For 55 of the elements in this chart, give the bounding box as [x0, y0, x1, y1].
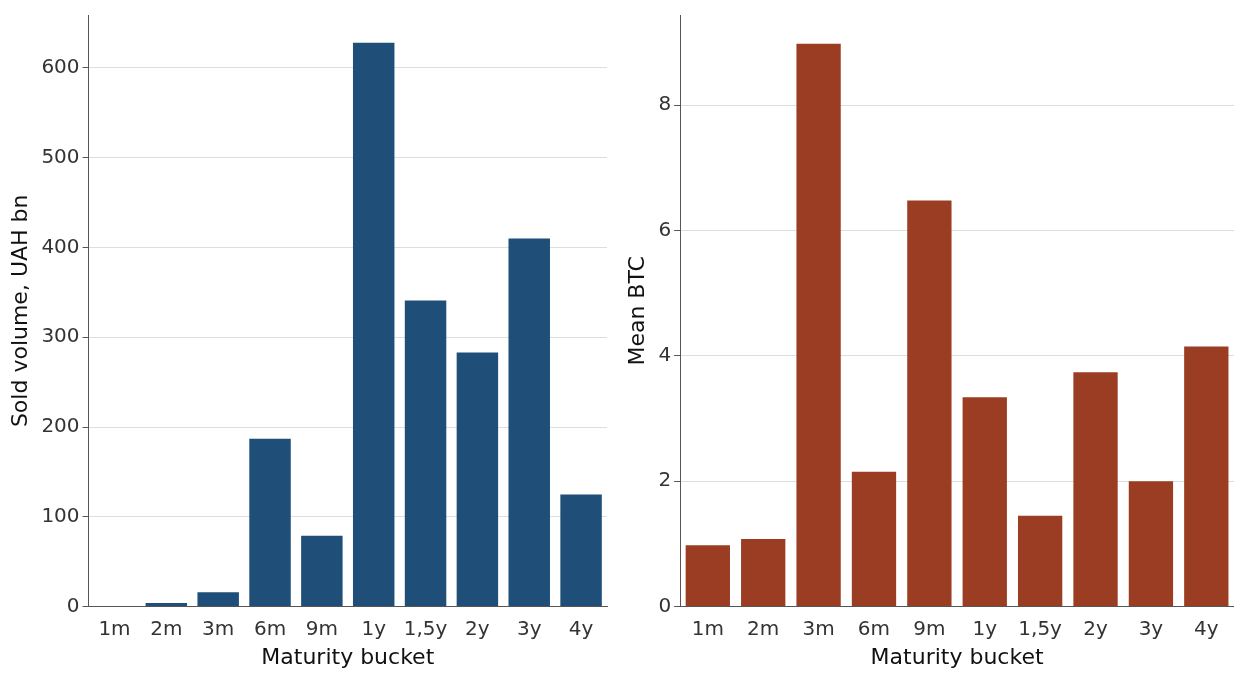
- y-tick-label: 2: [658, 467, 672, 492]
- bar: [685, 545, 730, 607]
- x-tick-label: 2m: [747, 615, 780, 640]
- x-tick-label: 1y: [361, 615, 387, 640]
- x-tick-label: 2m: [150, 615, 183, 640]
- y-axis-title: Sold volume, UAH bn: [6, 194, 32, 428]
- y-axis-title: Mean BTC: [623, 256, 649, 366]
- x-tick-label: 1m: [98, 615, 131, 640]
- bar: [197, 592, 239, 607]
- x-tick-label: 4y: [1194, 615, 1219, 640]
- x-tick-label: 6m: [857, 615, 891, 640]
- bar: [249, 438, 291, 607]
- bar: [907, 200, 952, 607]
- bar: [456, 352, 499, 607]
- y-tick-label: 0: [658, 592, 672, 617]
- x-tick-label: 4y: [568, 615, 594, 640]
- y-tick-label: 200: [41, 413, 80, 438]
- bar: [1184, 346, 1229, 607]
- x-tick-label: 3m: [202, 615, 235, 640]
- x-tick-label: 3y: [1138, 615, 1164, 640]
- bar: [741, 538, 786, 607]
- y-tick-label: 6: [658, 216, 672, 241]
- bar: [1017, 515, 1063, 607]
- bar: [352, 42, 395, 607]
- x-tick-label: 3y: [516, 615, 542, 640]
- x-tick-label: 1y: [972, 615, 998, 640]
- bar: [301, 535, 343, 607]
- y-tick-label: 100: [41, 503, 80, 528]
- x-tick-label: 3m: [802, 615, 835, 640]
- x-tick-label: 2y: [465, 615, 490, 640]
- y-tick-label: 8: [658, 91, 672, 116]
- bar: [145, 603, 188, 607]
- bar: [796, 43, 841, 607]
- bar: [962, 397, 1007, 607]
- bar: [851, 471, 897, 607]
- x-axis-title: Maturity bucket: [870, 643, 1044, 669]
- x-tick-label: 9m: [305, 615, 338, 640]
- x-tick-label: 1,5y: [403, 615, 448, 640]
- x-tick-label: 9m: [913, 615, 946, 640]
- bar: [560, 494, 602, 607]
- x-tick-label: 6m: [253, 615, 287, 640]
- y-tick-label: 4: [658, 342, 672, 367]
- bar: [508, 238, 550, 607]
- x-tick-label: 2y: [1083, 615, 1108, 640]
- y-tick-label: 400: [41, 233, 80, 258]
- y-tick-label: 300: [41, 323, 80, 348]
- x-axis-title: Maturity bucket: [261, 643, 435, 669]
- bar: [404, 300, 447, 607]
- x-tick-label: 1m: [691, 615, 724, 640]
- y-tick-label: 0: [66, 592, 80, 617]
- x-tick-label: 1,5y: [1018, 615, 1063, 640]
- y-tick-label: 500: [41, 143, 80, 168]
- bar: [1128, 481, 1174, 607]
- bar: [1073, 372, 1118, 607]
- y-tick-label: 600: [41, 54, 80, 79]
